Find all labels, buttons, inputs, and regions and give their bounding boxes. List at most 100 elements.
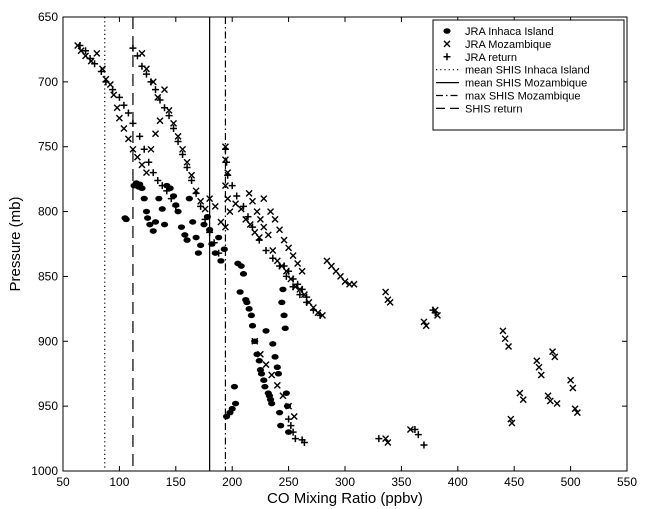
legend-label-2: JRA return	[465, 52, 517, 64]
y-tick-label-1: 700	[38, 75, 58, 89]
series-2-point-53	[289, 283, 297, 291]
series-1-point-107	[516, 389, 524, 397]
series-0-point-28	[197, 242, 205, 249]
series-1-point-111	[537, 371, 545, 379]
series-1-point-97	[406, 425, 414, 433]
y-tick-label-5: 900	[38, 334, 58, 348]
series-0-point-63	[269, 341, 277, 347]
series-2-point-18	[167, 195, 175, 203]
series-2-point-15	[154, 176, 162, 184]
series-0-point-35	[217, 258, 225, 264]
series-1-point-10	[115, 114, 123, 122]
series-2-point-28	[165, 112, 173, 120]
y-tick-label-3: 800	[38, 205, 58, 219]
series-2-point-69	[300, 438, 308, 446]
series-2-point-0	[76, 42, 84, 50]
series-2-point-13	[145, 158, 153, 166]
series-2-point-2	[86, 55, 94, 63]
series-0-point-36	[220, 246, 228, 252]
series-1-point-83	[298, 267, 306, 275]
series-2-point-41	[223, 158, 231, 166]
series-2-point-34	[192, 189, 200, 197]
series-0-point-6	[138, 185, 146, 192]
y-tick-label-4: 850	[38, 269, 58, 283]
series-2-point-50	[269, 254, 277, 262]
series-1-point-4	[93, 49, 101, 57]
series-1-point-15	[138, 161, 146, 169]
series-1-point-47	[269, 246, 277, 254]
series-0-point-7	[140, 195, 148, 202]
series-1-point-81	[289, 252, 297, 260]
series-2-point-24	[147, 78, 155, 86]
legend-label-0: JRA Inhaca Island	[465, 26, 554, 38]
series-1-point-104	[505, 342, 513, 350]
series-2-point-58	[280, 262, 288, 270]
series-2-point-29	[170, 125, 178, 133]
x-tick-label-4: 250	[279, 475, 299, 489]
series-0-point-65	[273, 364, 281, 371]
series-0-point-49	[247, 312, 255, 319]
series-1-point-120	[573, 409, 581, 417]
y-axis-title: Pressure (mb)	[7, 196, 24, 291]
series-2-point-23	[142, 70, 150, 78]
series-2-point-70	[375, 435, 383, 443]
legend-marker-2	[443, 53, 451, 61]
series-1-point-115	[551, 353, 559, 361]
series-1-point-87	[268, 371, 276, 379]
series-0-point-64	[271, 354, 279, 360]
series-2-point-63	[303, 293, 311, 301]
series-1-point-11	[120, 125, 128, 133]
series-0-point-69	[278, 299, 286, 306]
plot-layer	[74, 42, 581, 449]
series-1-point-118	[569, 384, 577, 392]
series-1-point-77	[271, 215, 279, 223]
series-1-point-98	[420, 318, 428, 326]
series-2-point-30	[174, 138, 182, 146]
series-2-point-52	[282, 272, 290, 280]
series-0-point-41	[231, 400, 240, 407]
series-0-point-13	[155, 195, 163, 202]
series-2-point-57	[316, 311, 324, 319]
series-1-point-119	[571, 405, 579, 413]
legend-label-6: SHIS return	[465, 103, 522, 115]
series-2-point-35	[197, 202, 205, 210]
series-0-point-8	[142, 208, 151, 215]
series-1-point-30	[188, 171, 196, 179]
series-2-point-71	[411, 425, 419, 433]
series-0-point-21	[177, 224, 186, 230]
series-1-point-105	[507, 415, 515, 423]
series-2-point-61	[294, 280, 302, 288]
series-1-point-110	[535, 363, 543, 371]
series-1-point-80	[285, 244, 293, 252]
series-1-point-46	[264, 231, 272, 239]
x-tick-label-3: 200	[222, 475, 242, 489]
x-tick-label-8: 450	[504, 475, 524, 489]
series-2-point-60	[289, 275, 297, 283]
series-2-point-59	[285, 267, 293, 275]
series-0-point-57	[261, 383, 269, 390]
y-tick-label-2: 750	[38, 140, 58, 154]
series-1-point-91	[290, 413, 298, 421]
series-0-point-22	[181, 232, 189, 238]
y-tick-label-0: 650	[38, 10, 58, 24]
series-2-point-47	[249, 223, 257, 231]
series-1-point-37	[221, 223, 229, 231]
legend-marker-0	[443, 28, 451, 34]
legend-label-4: mean SHIS Mozambique	[465, 78, 587, 90]
series-2-point-19	[172, 202, 180, 210]
series-0-point-9	[144, 215, 152, 221]
series-1-point-116	[553, 400, 561, 408]
series-2-point-14	[149, 169, 157, 177]
series-0-point-67	[275, 409, 284, 416]
series-2-point-8	[120, 101, 128, 109]
series-0-point-43	[236, 289, 244, 295]
series-1-point-69	[221, 182, 229, 190]
series-1-point-79	[280, 236, 288, 244]
series-1-point-17	[147, 145, 155, 153]
series-1-point-78	[276, 226, 284, 234]
series-1-point-103	[501, 335, 509, 343]
axes: 50 100 150 200 250 300 350 400 450 500 550 650 700 75…	[31, 10, 637, 489]
series-2-point-5	[102, 78, 110, 86]
